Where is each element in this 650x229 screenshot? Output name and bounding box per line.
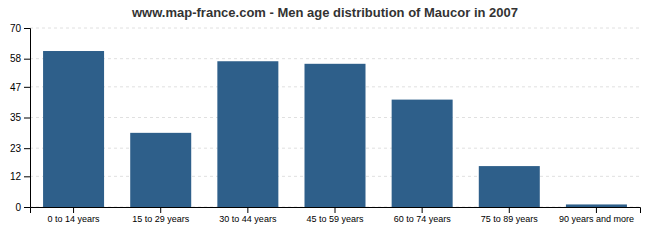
y-tick: 35 <box>10 112 30 123</box>
grid-line <box>30 28 640 29</box>
y-tick: 47 <box>10 82 30 93</box>
y-tick: 23 <box>10 143 30 154</box>
x-tick-mark <box>335 207 336 213</box>
x-tick-label: 75 to 89 years <box>481 214 539 224</box>
x-tick-label: 60 to 74 years <box>394 214 452 224</box>
y-tick-label: 23 <box>10 143 22 154</box>
grid-line <box>30 58 640 59</box>
y-tick-mark <box>24 176 30 177</box>
x-tick-label: 15 to 29 years <box>132 214 190 224</box>
bar <box>392 100 453 207</box>
y-tick-label: 70 <box>10 23 22 34</box>
y-tick-label: 12 <box>10 171 22 182</box>
x-tick-label: 0 to 14 years <box>48 214 101 224</box>
plot: 0 12 23 35 47 58 70 0 to 14 years 15 to 29 years… <box>10 23 641 225</box>
y-tick-mark <box>24 87 30 88</box>
y-tick-mark <box>24 148 30 149</box>
bar <box>43 51 104 207</box>
x-tick: 0 to 14 years <box>48 207 101 224</box>
x-tick-label: 90 years and more <box>559 214 634 224</box>
x-tick: 75 to 89 years <box>481 207 539 224</box>
x-tick-mark <box>596 207 597 213</box>
y-tick-label: 0 <box>15 202 21 213</box>
x-tick-mark <box>73 207 74 213</box>
y-tick-label: 35 <box>10 112 22 123</box>
y-tick-mark <box>24 207 30 208</box>
x-tick-mark <box>422 207 423 213</box>
bar <box>130 133 191 207</box>
y-tick-label: 58 <box>10 53 22 64</box>
y-tick-mark <box>24 28 30 29</box>
bar <box>217 61 278 207</box>
y-tick-mark <box>24 118 30 119</box>
x-tick-label: 30 to 44 years <box>219 214 277 224</box>
y-axis-line <box>24 29 31 208</box>
bar <box>566 204 627 207</box>
bars <box>43 51 627 207</box>
x-tick: 15 to 29 years <box>132 207 190 224</box>
x-tick: 60 to 74 years <box>394 207 452 224</box>
title: www.map-france.com - Men age distributio… <box>131 5 518 20</box>
x-tick: 90 years and more <box>559 207 634 224</box>
y-axis: 0 12 23 35 47 58 70 <box>10 23 31 213</box>
y-tick: 12 <box>10 171 30 182</box>
bar <box>479 166 540 207</box>
chart: www.map-france.com - Men age distributio… <box>0 0 650 229</box>
x-tick: 45 to 59 years <box>306 207 364 224</box>
x-tick-mark <box>160 207 161 213</box>
x-tick-label: 45 to 59 years <box>306 214 364 224</box>
y-tick: 58 <box>10 53 30 64</box>
x-tick-mark <box>509 207 510 213</box>
x-tick-mark <box>247 207 248 213</box>
y-tick-mark <box>24 59 30 60</box>
y-tick: 0 <box>15 202 30 213</box>
bar <box>305 64 366 207</box>
x-axis: 0 to 14 years 15 to 29 years 30 to 44 year… <box>31 207 641 224</box>
y-tick: 70 <box>10 23 30 34</box>
y-tick-label: 47 <box>10 82 22 93</box>
x-axis-line <box>31 208 641 214</box>
x-tick: 30 to 44 years <box>219 207 277 224</box>
grid <box>30 28 640 207</box>
